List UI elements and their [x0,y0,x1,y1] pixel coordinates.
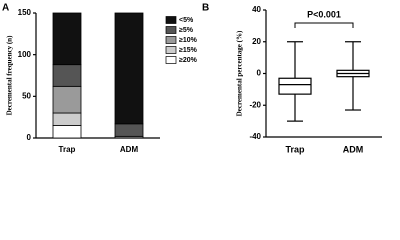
y-axis-label: Decremental percentage (%) [236,30,244,116]
chart-b: B Decremental percentage (%) -40 -20 0 20 40 Tr… [202,3,382,154]
y-tick-label: 40 [252,5,261,14]
x-tick-label: ADM [120,145,139,154]
y-tick-label: 20 [252,37,261,46]
legend-swatch [165,46,177,54]
box [278,77,312,95]
y-tick-label: -20 [249,100,261,109]
annotation: P<0.001 [307,9,341,19]
bar-segment [52,64,82,87]
figure: A Decremental frequency (n) 0 50 100 150 Trap A… [2,3,382,154]
legend-swatch [165,36,177,44]
y-tick-label: 0 [257,69,262,78]
x-tick-label: ADM [343,144,364,154]
y-axis-label: Decremental frequency (n) [6,35,14,115]
significance-bracket [294,22,354,28]
x-tick-label: Trap [285,144,305,154]
bar-segment [114,123,144,137]
legend-swatch [165,26,177,34]
y-tick-label: 100 [18,50,32,59]
legend-label: ≥10% [179,37,198,44]
x-tick-label: Trap [59,145,76,154]
bar-segment [52,85,82,114]
legend-label: ≥15% [179,47,198,54]
y-tick-label: 0 [27,133,32,142]
legend-swatch [165,56,177,64]
bar-segment [52,12,82,66]
y-tick-label: -40 [249,132,261,141]
legend-swatch [165,16,177,24]
bar-segment [52,112,82,126]
legend-label: ≥5% [179,27,194,34]
chart-a: A Decremental frequency (n) 0 50 100 150 Trap A… [2,3,198,154]
y-tick-label: 150 [18,8,32,17]
panel-label: A [2,3,9,14]
legend-label: <5% [179,17,194,24]
bar-segment [114,12,144,125]
y-tick-label: 50 [22,91,31,100]
bar-segment [52,125,82,139]
panel-label: B [202,3,209,14]
legend-label: ≥20% [179,57,198,64]
